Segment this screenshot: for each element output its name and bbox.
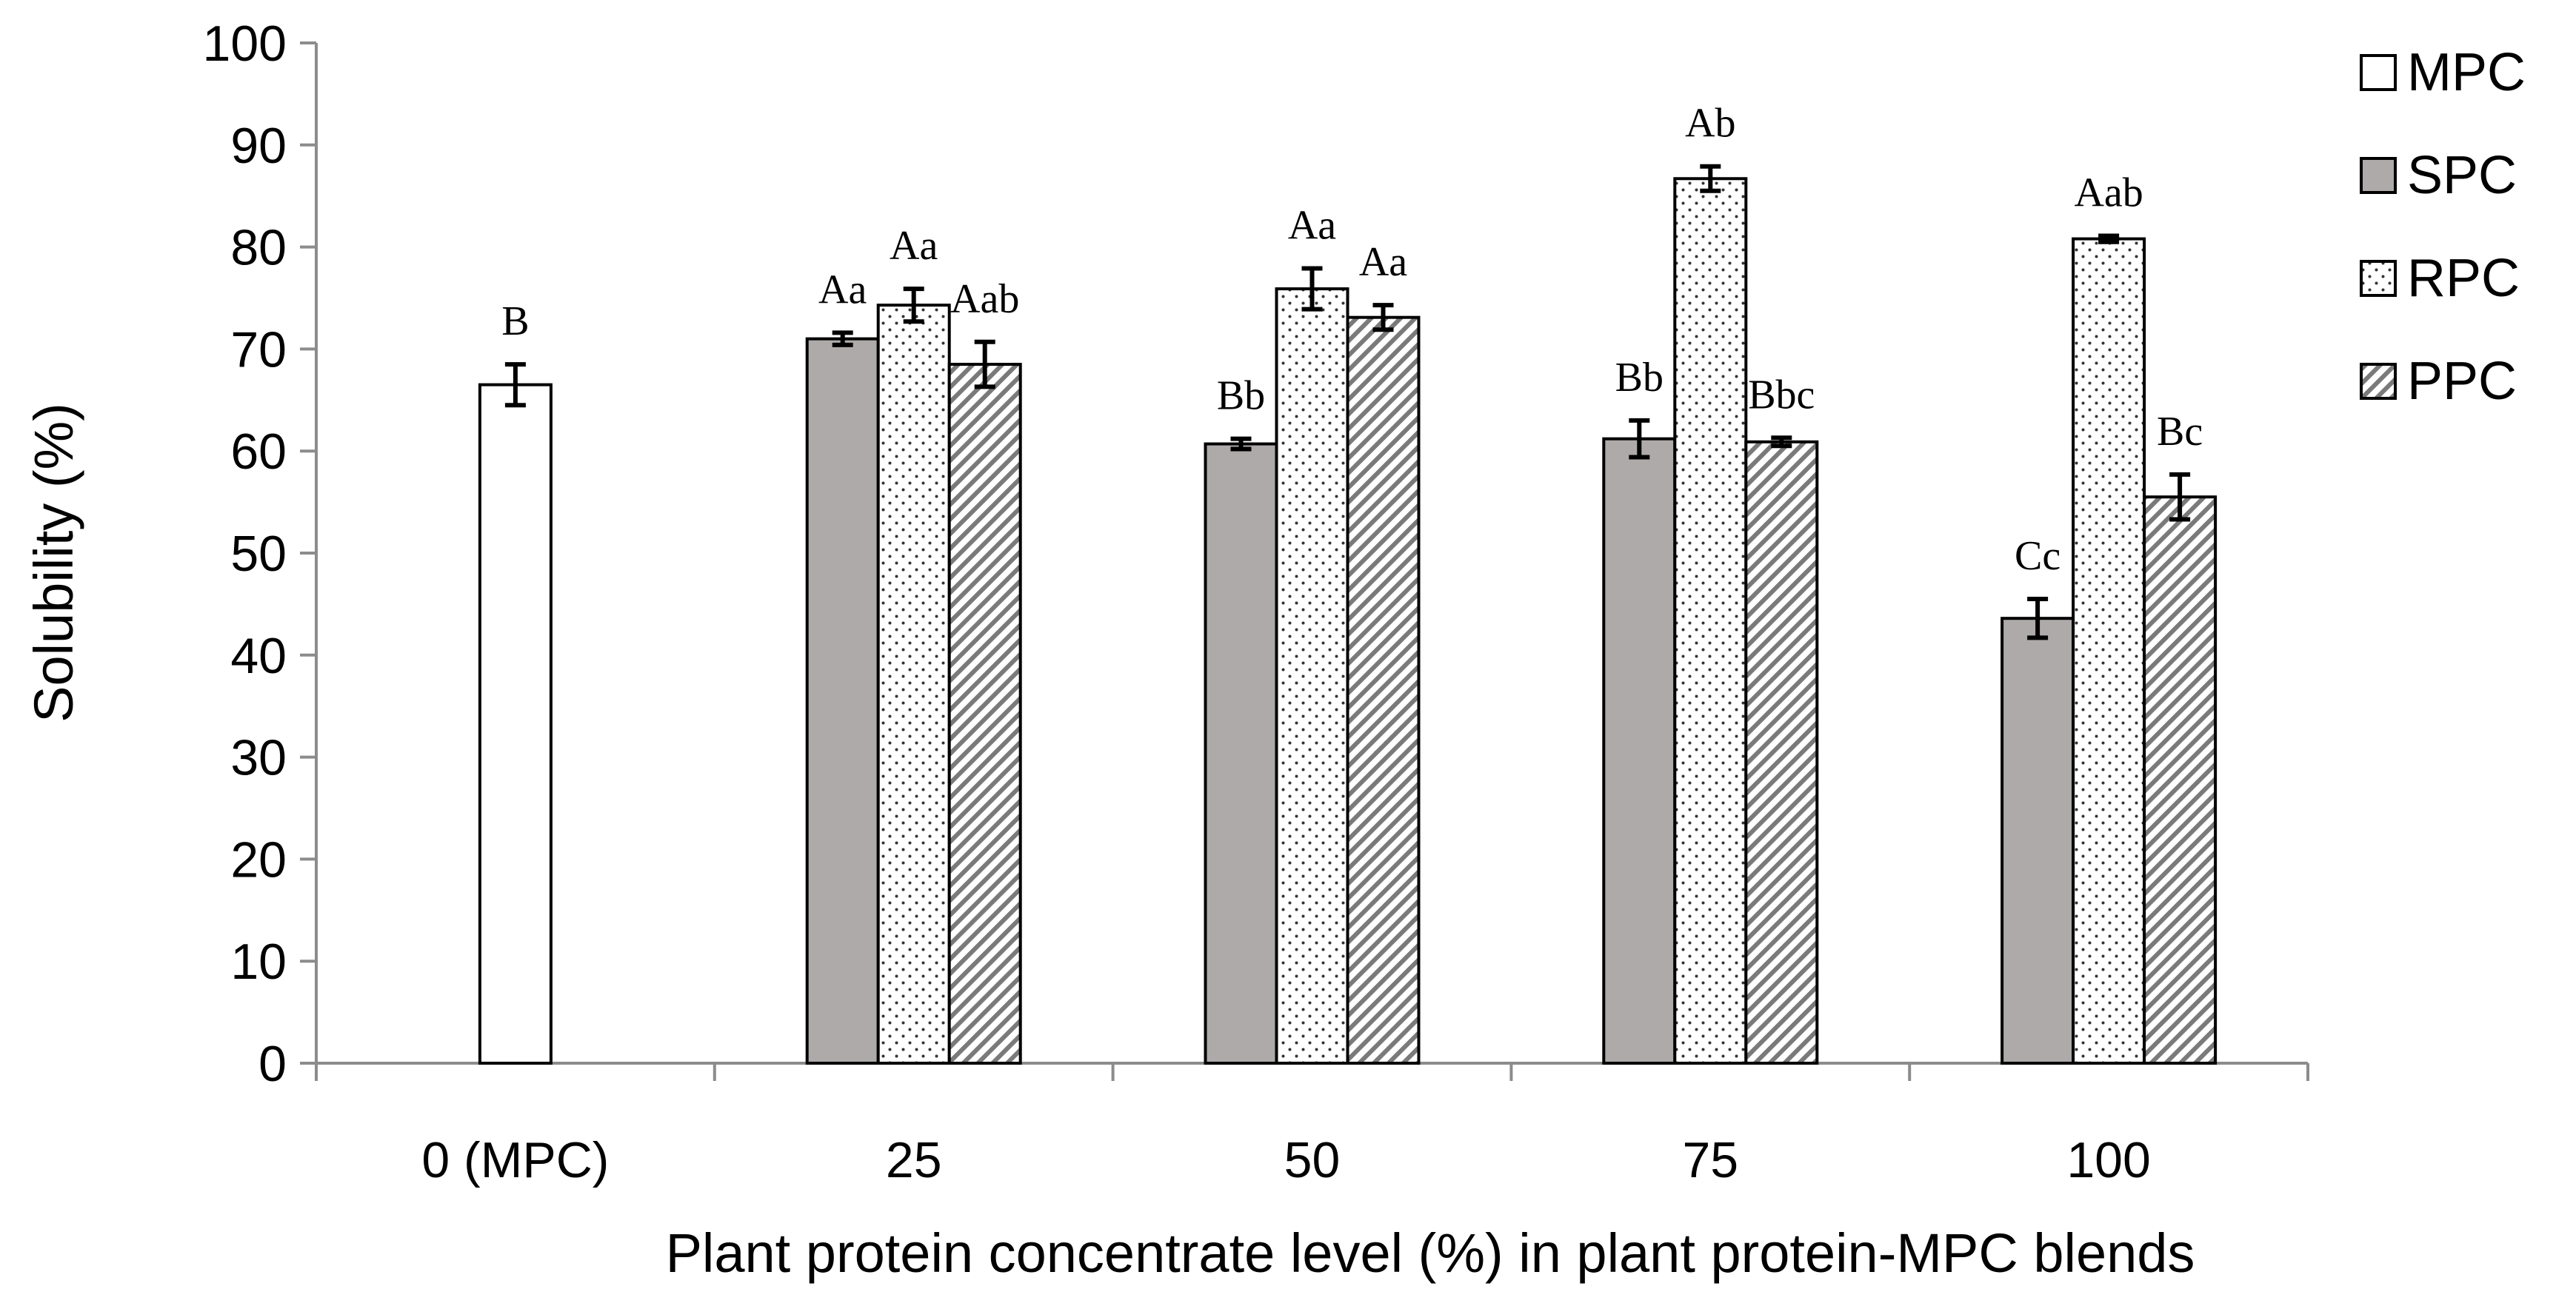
bar-label: B: [501, 298, 529, 344]
bar-label: Aa: [1288, 203, 1336, 249]
bar-label: Bc: [2157, 409, 2203, 455]
bar-spc: [1602, 437, 1677, 1065]
legend-label-rpc: RPC: [2407, 249, 2520, 308]
bar-label: Bb: [1217, 373, 1265, 419]
bar-label: Aa: [818, 267, 867, 312]
bar-spc: [2001, 617, 2075, 1065]
bar-label: Bbc: [1748, 372, 1815, 418]
bar-label: Aab: [2074, 170, 2143, 215]
bar-spc: [805, 337, 880, 1065]
y-tick-label: 50: [230, 526, 287, 582]
bar-label: Aa: [1359, 239, 1407, 285]
bar-mpc: [478, 383, 553, 1065]
bar-label: Ab: [1685, 101, 1735, 147]
bar-ppc: [947, 363, 1022, 1065]
x-tick-label: 100: [2066, 1132, 2150, 1188]
legend-label-spc: SPC: [2407, 146, 2517, 205]
x-tick-label: 75: [1682, 1132, 1738, 1188]
y-tick-label: 10: [230, 934, 287, 990]
x-tick-label: 50: [1284, 1132, 1341, 1188]
bar-ppc: [2143, 495, 2218, 1065]
bar-ppc: [1346, 315, 1421, 1065]
y-tick-label: 30: [230, 730, 287, 786]
bar-rpc: [2072, 237, 2146, 1065]
y-axis-title: Solubility (%): [23, 403, 84, 723]
bar-rpc: [1673, 177, 1748, 1065]
y-tick-label: 70: [230, 321, 287, 378]
bar-rpc: [1275, 287, 1349, 1065]
bar-ppc: [1744, 440, 1819, 1065]
legend-swatch-mpc: [2360, 54, 2397, 91]
legend-label-mpc: MPC: [2407, 43, 2526, 102]
bar-label: Aa: [890, 223, 938, 269]
x-tick-label: 0 (MPC): [421, 1132, 609, 1188]
legend-swatch-ppc: [2360, 363, 2397, 400]
legend-swatch-spc: [2360, 157, 2397, 194]
y-tick-label: 20: [230, 831, 287, 888]
y-tick-label: 90: [230, 118, 287, 174]
bar-label: Cc: [2015, 533, 2061, 579]
y-tick-label: 60: [230, 424, 287, 480]
bar-spc: [1204, 442, 1278, 1065]
y-tick-label: 0: [258, 1036, 287, 1092]
bar-label: Bb: [1615, 355, 1664, 401]
y-tick-label: 40: [230, 628, 287, 684]
x-tick-label: 25: [886, 1132, 942, 1188]
legend-swatch-rpc: [2360, 260, 2397, 297]
legend-label-ppc: PPC: [2407, 352, 2517, 411]
y-tick-label: 100: [203, 16, 287, 72]
bar-rpc: [876, 304, 951, 1065]
bar-label: Aab: [950, 276, 1019, 322]
x-axis-title: Plant protein concentrate level (%) in p…: [666, 1222, 2195, 1284]
y-tick-label: 80: [230, 220, 287, 276]
